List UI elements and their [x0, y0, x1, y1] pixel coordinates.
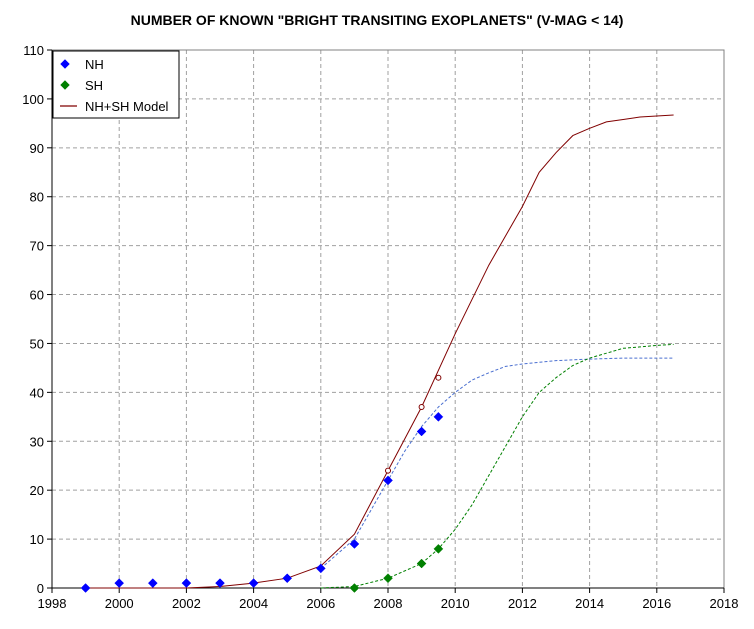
y-tick-label: 70	[30, 239, 44, 254]
x-tick-label: 2008	[374, 596, 403, 611]
x-tick-label: 2016	[642, 596, 671, 611]
open-point	[418, 404, 425, 411]
y-tick-label: 60	[30, 288, 44, 303]
data-point-nh	[383, 475, 393, 486]
data-point-nh	[114, 578, 125, 588]
x-tick-label: 2012	[508, 596, 537, 611]
chart-title: NUMBER OF KNOWN "BRIGHT TRANSITING EXOPL…	[130, 12, 624, 28]
y-tick-label: 110	[23, 43, 44, 58]
data-point-nh	[80, 583, 91, 593]
y-tick-label: 90	[30, 141, 44, 156]
data-point-sh	[349, 583, 360, 593]
x-tick-label: 2006	[306, 596, 335, 611]
legend-label: SH	[85, 78, 103, 93]
data-point-sh	[433, 544, 444, 554]
x-tick-label: 2004	[239, 596, 268, 611]
y-tick-label: 80	[30, 190, 44, 205]
data-point-sh	[383, 573, 393, 584]
data-point-nh	[349, 539, 360, 549]
data-point-nh	[433, 411, 444, 422]
y-tick-label: 100	[22, 92, 44, 107]
series-layer	[80, 114, 674, 593]
model-dashed-line-4	[320, 343, 674, 589]
data-point-nh	[416, 426, 427, 437]
open-point	[435, 374, 442, 381]
y-tick-label: 40	[30, 385, 44, 400]
legend-label: NH	[85, 57, 104, 72]
x-tick-label: 1998	[38, 596, 67, 611]
y-tick-label: 10	[30, 532, 44, 547]
data-point-nh	[215, 578, 225, 588]
data-point-nh	[282, 573, 293, 584]
legend-box	[52, 50, 180, 119]
y-tick-label: 50	[30, 336, 44, 351]
grid-layer	[52, 49, 724, 588]
x-tick-label: 2018	[710, 596, 739, 611]
x-tick-label: 2010	[441, 596, 470, 611]
data-point-nh	[248, 578, 259, 588]
x-tick-label: 2002	[172, 596, 201, 611]
model-line-2	[85, 114, 674, 589]
model-dashed-line-3	[320, 357, 674, 569]
y-tick-label: 0	[37, 581, 44, 596]
axis-layer: 1998 2000 2002 2004 2006 2008 2010 2012 2014 2016…	[22, 43, 738, 611]
data-point-nh	[147, 578, 158, 588]
legend-swatch-diamond	[60, 59, 70, 69]
data-point-nh	[315, 563, 326, 574]
legend: NH SH NH+SH Model	[52, 50, 180, 119]
legend-swatch-diamond	[60, 80, 70, 90]
x-tick-label: 2000	[105, 596, 134, 611]
open-point	[385, 467, 391, 474]
y-tick-label: 30	[30, 434, 44, 449]
y-tick-label: 20	[30, 483, 44, 498]
data-point-nh	[181, 578, 192, 588]
legend-label: NH+SH Model	[85, 99, 169, 114]
x-tick-label: 2014	[575, 596, 604, 611]
data-point-sh	[416, 558, 427, 569]
